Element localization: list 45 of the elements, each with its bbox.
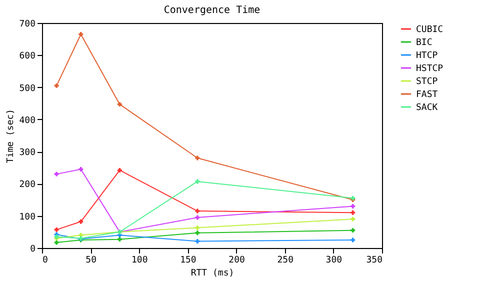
x-tick-label: 100 [132, 256, 148, 266]
legend-label: FAST [416, 90, 438, 100]
y-tick-label: 500 [19, 84, 36, 94]
y-tick-label: 400 [19, 116, 36, 126]
point [78, 32, 84, 36]
point [78, 219, 84, 224]
point [195, 239, 200, 244]
point [195, 156, 200, 160]
legend-label: HTCP [416, 51, 438, 61]
x-tick-label: 300 [326, 256, 342, 266]
point [195, 208, 200, 214]
y-tick-label: 0 [30, 244, 36, 254]
point [78, 167, 84, 172]
y-tick-label: 300 [19, 148, 36, 158]
y-axis-title: Time (sec) [6, 108, 16, 164]
point [350, 210, 356, 215]
x-tick-label: 350 [366, 256, 382, 266]
legend-label: SACK [416, 103, 438, 113]
legend-label: CUBIC [416, 25, 444, 35]
point [195, 226, 200, 230]
x-axis-title: RTT (ms) [190, 268, 234, 278]
point [350, 238, 356, 242]
y-tick-label: 200 [19, 180, 36, 190]
x-tick-label: 250 [277, 256, 294, 266]
x-tick-label: 50 [86, 256, 96, 266]
point [54, 227, 59, 232]
point [195, 230, 200, 236]
x-tick-label: 0 [42, 256, 48, 266]
y-tick-label: 700 [19, 20, 36, 30]
y-tick-label: 600 [19, 52, 36, 62]
chart-title: Convergence Time [164, 5, 260, 16]
point [195, 215, 200, 220]
point [350, 204, 356, 208]
legend-label: HSTCP [416, 64, 444, 74]
point [54, 172, 59, 176]
point [350, 216, 356, 222]
point [54, 83, 59, 88]
legend-label: BIC [416, 38, 432, 48]
y-tick-label: 100 [19, 212, 36, 222]
x-tick-label: 150 [180, 256, 196, 266]
point [195, 179, 200, 184]
point [54, 240, 59, 245]
legend-label: STCP [416, 77, 438, 87]
point [350, 228, 356, 233]
x-tick-label: 200 [228, 256, 245, 266]
